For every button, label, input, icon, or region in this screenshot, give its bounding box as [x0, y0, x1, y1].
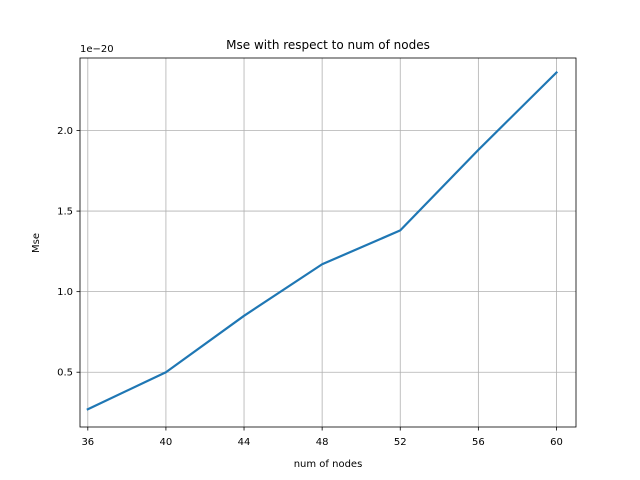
grid — [80, 58, 576, 427]
y-tick-label: 0.5 — [57, 368, 73, 379]
plot-frame — [79, 57, 577, 428]
y-tick-label: 2.0 — [57, 126, 73, 137]
x-axis-label: num of nodes — [294, 459, 363, 470]
x-tick-label: 52 — [394, 437, 407, 448]
x-tick-label: 36 — [81, 437, 94, 448]
ticks: 36 40 44 48 52 56 60 0.5 1.0 1.5 2.0 — [57, 126, 563, 448]
x-tick-label: 44 — [238, 437, 251, 448]
y-offset-label: 1e−20 — [80, 44, 114, 55]
x-tick-label: 48 — [316, 437, 329, 448]
series-layer — [86, 70, 559, 411]
x-tick-label: 60 — [550, 437, 563, 448]
y-tick-label: 1.5 — [57, 207, 73, 218]
y-tick-label: 1.0 — [57, 287, 73, 298]
x-tick-label: 56 — [472, 437, 485, 448]
chart-title: Mse with respect to num of nodes — [226, 38, 430, 52]
x-tick-label: 40 — [160, 437, 173, 448]
y-axis-label: Mse — [31, 233, 42, 253]
